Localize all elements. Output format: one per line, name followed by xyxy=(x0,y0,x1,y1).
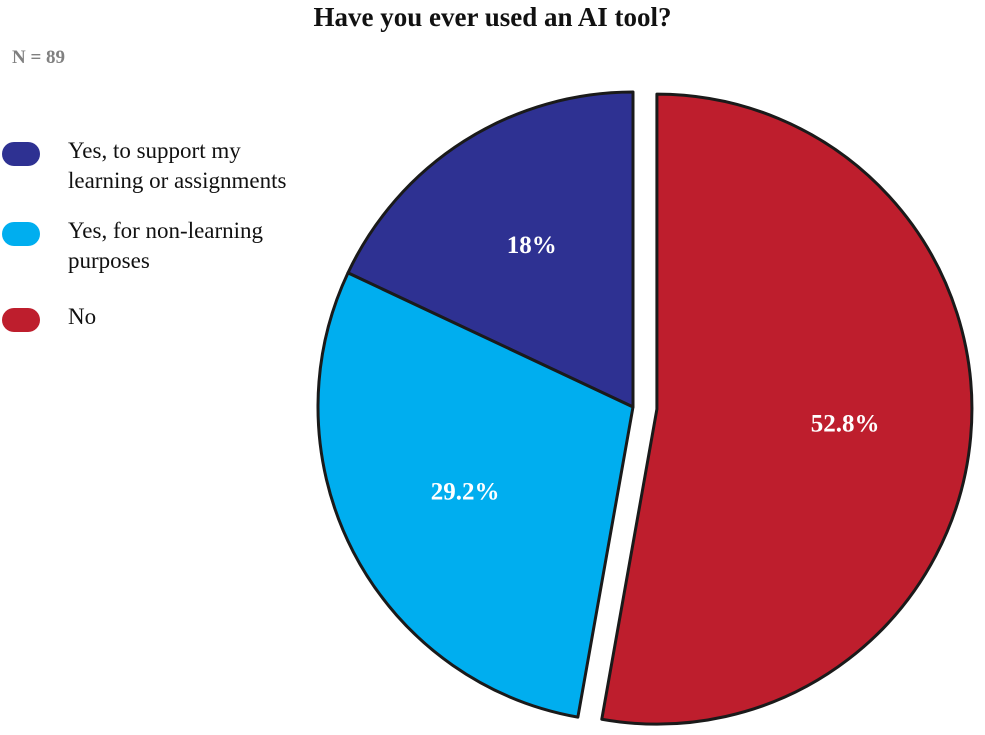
legend-swatch xyxy=(2,222,40,246)
legend-swatch xyxy=(2,308,40,332)
legend-swatch xyxy=(2,142,40,166)
value-label: 52.8% xyxy=(811,410,880,437)
chart-title: Have you ever used an AI tool? xyxy=(313,2,672,32)
legend-label: Yes, for non-learning purposes xyxy=(68,218,264,273)
value-label: 18% xyxy=(507,232,557,259)
chart-subtitle: N = 89 xyxy=(12,47,66,68)
legend-label: No xyxy=(68,304,97,329)
pie-slice xyxy=(316,271,635,719)
legend-label: Yes, to support my learning or assignmen… xyxy=(68,138,287,193)
value-label: 29.2% xyxy=(431,479,500,506)
pie-slice xyxy=(346,90,635,409)
pie-slice xyxy=(600,92,974,726)
